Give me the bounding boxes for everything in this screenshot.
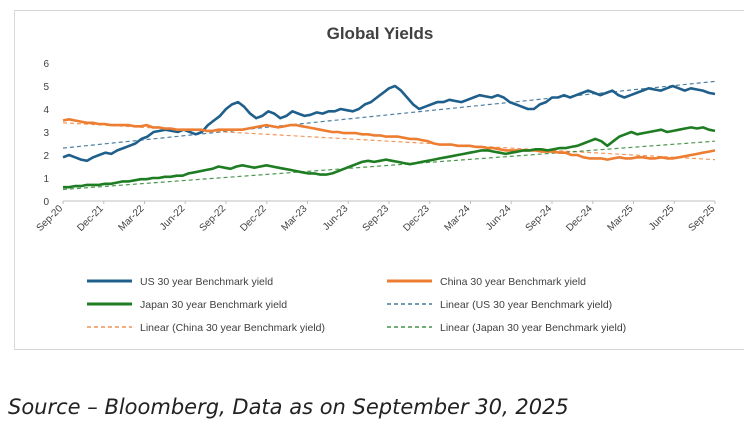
legend-label: Linear (China 30 year Benchmark yield) xyxy=(140,322,325,334)
x-tick-label: Jun-25 xyxy=(647,203,677,233)
x-tick-label: Jun-23 xyxy=(321,203,351,233)
global-yields-chart: Global Yields 0 1 2 3 4 5 6 Sep-20 Dec-21 Mar-22 J… xyxy=(35,24,718,334)
x-tick-label: Dec-21 xyxy=(75,203,106,234)
legend-label: China 30 year Benchmark yield xyxy=(440,276,586,288)
legend-label: US 30 year Benchmark yield xyxy=(140,276,273,288)
x-tick-label: Dec-22 xyxy=(238,203,269,234)
x-tick-label: Sep-25 xyxy=(687,203,718,234)
x-tick-label: Sep-24 xyxy=(524,203,555,234)
legend: US 30 year Benchmark yield China 30 year … xyxy=(87,276,626,334)
legend-label: Linear (US 30 year Benchmark yield) xyxy=(440,299,612,311)
x-tick-label: Sep-23 xyxy=(361,203,392,234)
series-line-japan xyxy=(63,126,716,189)
x-tick-label: Dec-24 xyxy=(564,203,595,234)
axis-layer: 0 1 2 3 4 5 6 Sep-20 Dec-21 Mar-22 Jun-22 Sep-22 Dec… xyxy=(35,59,718,234)
x-tick-label: Dec-23 xyxy=(401,203,432,234)
x-tick-label: Mar-22 xyxy=(116,203,146,233)
y-tick-label: 0 xyxy=(43,197,49,208)
legend-label: Japan 30 year Benchmark yield xyxy=(140,299,287,311)
series-line-china xyxy=(62,118,716,161)
y-tick-label: 4 xyxy=(43,105,49,116)
trendline-japan xyxy=(62,140,716,191)
y-tick-label: 3 xyxy=(43,128,49,139)
source-note: Source – Bloomberg, Data as on September… xyxy=(8,395,569,419)
y-tick-label: 1 xyxy=(43,174,49,185)
y-tick-label: 5 xyxy=(43,82,49,93)
series-layer xyxy=(62,84,716,189)
x-tick-label: Mar-24 xyxy=(442,203,472,233)
x-tick-label: Jun-24 xyxy=(484,203,514,233)
y-tick-label: 6 xyxy=(43,59,49,70)
x-tick-label: Mar-25 xyxy=(605,203,635,233)
x-tick-label: Jun-22 xyxy=(158,203,188,233)
chart-frame: Global Yields 0 1 2 3 4 5 6 Sep-20 Dec-21 Mar-22 J… xyxy=(14,10,744,350)
series-line-us xyxy=(62,84,716,163)
x-tick-label: Mar-23 xyxy=(279,203,309,233)
x-tick-label: Sep-22 xyxy=(198,203,229,234)
legend-label: Linear (Japan 30 year Benchmark yield) xyxy=(440,322,626,334)
y-tick-label: 2 xyxy=(43,151,49,162)
chart-title: Global Yields xyxy=(327,24,434,43)
x-tick-label: Sep-20 xyxy=(35,203,66,234)
